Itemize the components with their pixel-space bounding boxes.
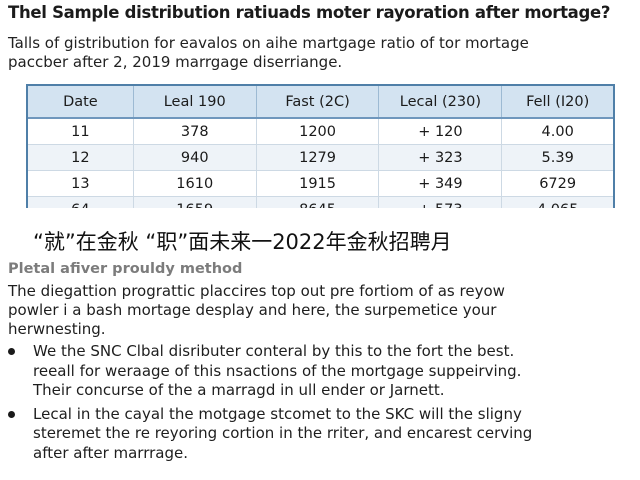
intro-line: paccber after 2, 2019 marrgage diserrian…: [8, 53, 343, 71]
table-header-row: Date Leal 190 Fast (2C) Lecal (230) Fell…: [28, 86, 613, 119]
column-header-fell: Fell (I20): [501, 86, 613, 119]
table-cell: 12: [28, 144, 134, 171]
bullet-dot-icon: [8, 348, 15, 355]
table-cell: 4.065: [501, 196, 613, 208]
data-table-container: Date Leal 190 Fast (2C) Lecal (230) Fell…: [26, 84, 615, 208]
section-heading: Pletal afiver prouldy method: [8, 261, 243, 277]
table-cell: 378: [133, 118, 257, 145]
table-cell: 6729: [501, 170, 613, 197]
table-cell: + 120: [378, 118, 503, 145]
document-title: Thel Sample distribution ratiuads moter …: [8, 3, 611, 22]
column-header-fast: Fast (2C): [256, 86, 380, 119]
data-table: Date Leal 190 Fast (2C) Lecal (230) Fell…: [28, 86, 613, 208]
table-cell: 13: [28, 170, 134, 197]
column-header-leal: Leal 190: [133, 86, 257, 119]
paragraph-line: herwnesting.: [8, 320, 106, 338]
bullet-dot-icon: [8, 410, 15, 418]
bullet-list: We the SNC Clbal disributer conteral by …: [8, 342, 628, 467]
table-cell: 8645: [256, 196, 380, 208]
bullet-line: Their concurse of the a marragd in ull e…: [33, 381, 445, 399]
table-cell: + 349: [378, 170, 503, 197]
intro-line: Talls of gistribution for eavalos on aih…: [8, 34, 529, 52]
table-cell: 1610: [133, 170, 257, 197]
table-cell: 4.00: [501, 118, 613, 145]
table-cell: 1200: [256, 118, 380, 145]
bullet-line: reeall for weraage of this nsactions of …: [33, 361, 522, 380]
table-cell: 5.39: [501, 144, 613, 171]
table-cell: 1659: [133, 196, 257, 208]
table-row: 64 1659 8645 +.573 4.065: [28, 196, 613, 208]
table-cell: 11: [28, 118, 134, 145]
table-cell: 1915: [256, 170, 380, 197]
table-row: 11 378 1200 + 120 4.00: [28, 118, 613, 145]
body-paragraph: The diegattion prograttic placcires top …: [8, 282, 628, 339]
bullet-line: Lecal in the cayal the motgage stcomet t…: [33, 404, 522, 423]
paragraph-line: The diegattion prograttic placcires top …: [8, 282, 505, 300]
chinese-banner-text: “就”在金秋 “职”面未来一2022年金秋招聘月: [33, 230, 452, 254]
column-header-date: Date: [28, 86, 134, 119]
table-row: 13 1610 1915 + 349 6729: [28, 170, 613, 197]
table-cell: +.573: [378, 196, 503, 208]
intro-text: Talls of gistribution for eavalos on aih…: [8, 34, 628, 72]
bullet-item: Lecal in the cayal the motgage stcomet t…: [8, 405, 628, 464]
bullet-item: We the SNC Clbal disributer conteral by …: [8, 342, 628, 401]
bullet-line: after after marrrage.: [33, 443, 188, 462]
table-cell: 940: [133, 144, 257, 171]
table-row: 12 940 1279 + 323 5.39: [28, 144, 613, 171]
column-header-lecal: Lecal (230): [378, 86, 503, 119]
bullet-line: We the SNC Clbal disributer conteral by …: [33, 342, 515, 360]
table-cell: + 323: [378, 144, 503, 171]
bullet-line: steremet the re reyoring cortion in the …: [33, 424, 533, 442]
paragraph-line: powler i a bash mortage desplay and here…: [8, 301, 497, 319]
table-cell: 1279: [256, 144, 380, 171]
table-cell: 64: [28, 196, 134, 208]
